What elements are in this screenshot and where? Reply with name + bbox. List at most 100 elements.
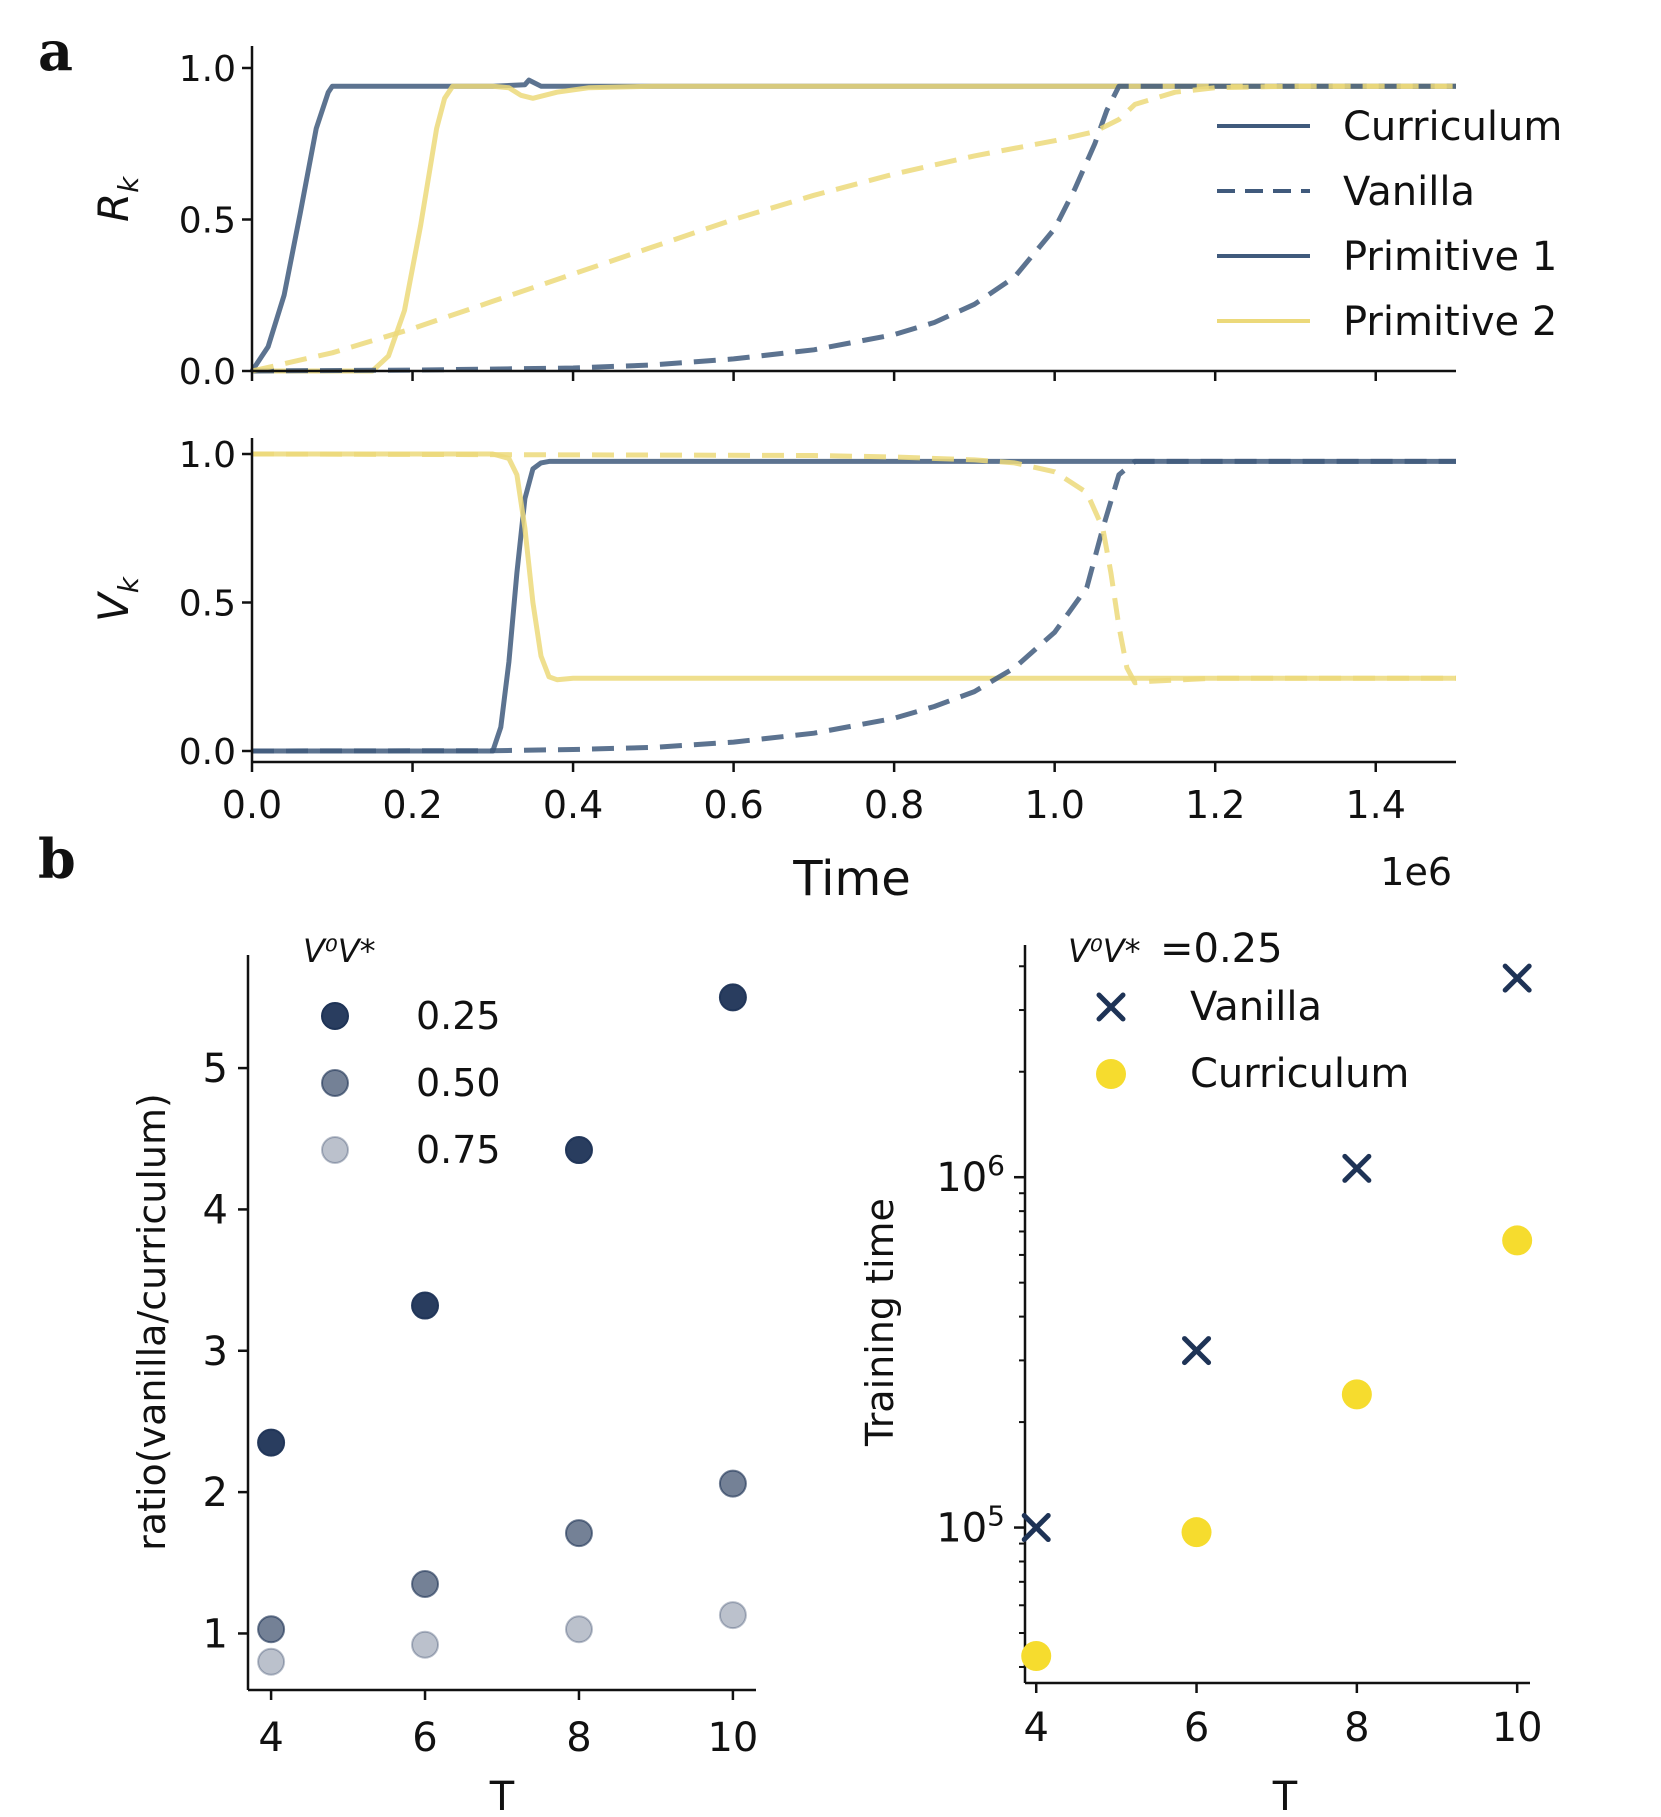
vk-series-1 [252,451,1456,683]
ratio-x-ticks: 4 6 8 10 [258,1690,758,1761]
ratio-point-0-75 [718,1601,747,1630]
legend-marker-0-75 [321,1136,349,1164]
ratio-y-tick-label: 1 [203,1611,228,1657]
training-y-ticks: 105 106 [936,965,1025,1668]
rk-y-ticks: 0.0 0.5 1.0 [179,49,252,393]
rk-series-2 [251,83,1456,374]
ratio-point-0-75 [564,1615,593,1644]
vanilla-point-stroke [1502,963,1532,993]
legend-marker-0-50 [321,1069,349,1097]
ratio-y-ticks: 1 2 3 4 5 [203,1046,248,1657]
training-legend-title-value: =0.25 [1160,926,1283,972]
ratio-y-axis-label: ratio(vanilla/curriculum) [130,1093,174,1551]
rk-y-tick-label: 0.5 [179,201,236,242]
vanilla-point [1021,1513,1051,1543]
time-axis-label: Time [792,851,910,907]
legend-label-0-25: 0.25 [416,994,501,1038]
curriculum-point [1502,1225,1533,1256]
legend-label-0-50: 0.50 [416,1061,501,1105]
curriculum-point [1181,1517,1212,1548]
x-offset-text: 1e6 [1380,850,1452,894]
legend-marker-curriculum [1096,1059,1126,1089]
vk-x-tick-label: 0.4 [543,783,603,827]
vk-x-ticks: 0.0 0.2 0.4 0.6 0.8 1.0 1.2 1.4 [222,762,1406,827]
ratio-point-0-50 [718,1469,747,1498]
ratio-x-tick-label: 8 [566,1715,591,1761]
vk-x-tick-label: 1.0 [1024,783,1084,827]
training-x-tick-label: 6 [1184,1705,1209,1751]
rk-plot: 0.0 0.5 1.0 Rk Curriculum Vanilla Primitiv… [89,46,1562,393]
vk-y-tick-label: 0.0 [179,732,236,773]
vanilla-point [1342,1153,1372,1183]
ratio-y-tick-label: 4 [203,1187,228,1233]
rk-series-1 [252,83,1456,374]
ratio-points [257,983,747,1676]
training-points [1021,963,1533,1671]
rk-y-axis-label: Rk [89,175,145,222]
vk-plot: 0.0 0.5 1.0 0.0 0.2 0.4 0.6 0.8 1.0 1.2 1.4 Vk Ti… [89,435,1456,907]
legend-label-0-75: 0.75 [416,1128,501,1172]
ratio-point-0-75 [257,1647,286,1676]
legend-marker-vanilla [1096,992,1126,1022]
vk-series-0 [252,458,1456,754]
rk-series-0 [249,77,1456,373]
vk-y-ticks: 0.0 0.5 1.0 [179,435,252,773]
rk-x-ticks [250,371,1377,381]
ratio-y-tick-label: 2 [203,1470,228,1516]
vk-series-2 [251,458,1456,754]
rk-y-tick-label: 0.0 [179,352,236,393]
legend-label-vanilla: Vanilla [1343,169,1475,215]
training-y-tick-label: 106 [936,1149,1005,1201]
legend-label-vanilla-b: Vanilla [1190,984,1322,1030]
training-x-ticks: 4 6 8 10 [1023,1683,1543,1751]
rk-legend: Curriculum Vanilla Primitive 1 Primitive… [1217,104,1562,345]
training-time-plot: 105 106 4 6 8 10 Training time T V⁰V* =0.25 … [858,926,1543,1817]
ratio-point-0-25 [718,983,747,1012]
ratio-point-0-25 [257,1428,286,1457]
legend-label-primitive-1: Primitive 1 [1343,234,1557,280]
vk-x-tick-label: 0.8 [864,783,924,827]
vk-series-3 [251,451,1456,686]
legend-label-curriculum-b: Curriculum [1190,1051,1409,1097]
ratio-x-tick-label: 10 [707,1715,758,1761]
vk-x-tick-label: 0.0 [222,783,282,827]
ratio-point-0-50 [257,1615,286,1644]
ratio-x-tick-label: 4 [258,1715,283,1761]
training-legend-title: V⁰V* [1068,932,1141,970]
vk-x-tick-label: 0.6 [703,783,763,827]
vanilla-point-stroke [1182,1336,1212,1366]
ratio-point-0-50 [411,1569,440,1598]
ratio-legend: V⁰V* 0.25 0.50 0.75 [303,932,501,1172]
training-y-axis-label: Training time [858,1198,902,1447]
vk-x-tick-label: 1.4 [1346,783,1406,827]
training-x-axis-label: T [1272,1774,1298,1817]
ratio-x-axis-label: T [489,1774,515,1817]
ratio-point-0-25 [411,1291,440,1320]
ratio-x-tick-label: 6 [412,1715,437,1761]
vk-series-group [251,451,1456,754]
vanilla-point-stroke [1021,1513,1051,1543]
vanilla-point-stroke [1342,1153,1372,1183]
training-x-tick-label: 4 [1023,1705,1048,1751]
panel-label-a: a [38,19,73,83]
training-x-tick-label: 10 [1492,1705,1543,1751]
rk-series-group [249,77,1456,374]
vk-y-axis-label: Vk [89,575,145,622]
vanilla-point [1502,963,1532,993]
curriculum-point [1021,1640,1052,1671]
ratio-y-tick-label: 5 [203,1046,228,1092]
ratio-legend-title: V⁰V* [303,932,376,970]
rk-series-3 [251,83,1456,374]
ratio-point-0-75 [411,1630,440,1659]
panel-label-b: b [38,827,76,891]
ratio-point-0-25 [564,1136,593,1165]
curriculum-point [1341,1379,1372,1410]
ratio-y-tick-label: 3 [203,1329,228,1375]
legend-marker-0-25 [321,1002,349,1030]
vk-y-tick-label: 1.0 [179,435,236,476]
training-legend: V⁰V* =0.25 Vanilla Curriculum [1068,926,1409,1097]
vk-y-tick-label: 0.5 [179,584,236,625]
vk-x-tick-label: 0.2 [382,783,442,827]
